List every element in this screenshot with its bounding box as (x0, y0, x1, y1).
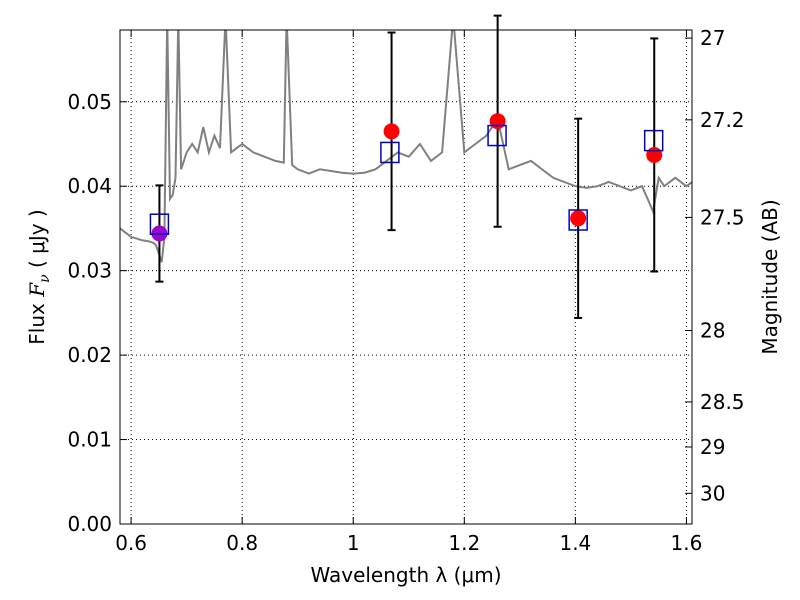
model-photometry-marker (487, 124, 507, 147)
y2-tick-label: 27 (700, 26, 725, 50)
model-sed-line (120, 30, 692, 263)
x-axis-label: Wavelength λ (μm) (310, 563, 501, 587)
x-tick-label: 1.4 (559, 531, 591, 555)
observed-points-group (151, 113, 663, 242)
x-tick-label: 0.8 (226, 531, 258, 555)
model-photometry-marker (643, 129, 664, 152)
model-photometry-marker (568, 209, 588, 231)
y-axis-label-prefix: Flux (25, 297, 49, 345)
y2-tick-label: 28 (700, 319, 725, 343)
ticks-group (120, 30, 692, 525)
y2-tick-label: 27.5 (700, 205, 745, 229)
y2-tick-label: 30 (700, 481, 725, 505)
y-tick-label: 0.02 (67, 343, 112, 367)
y2-tick-label: 27.2 (700, 108, 745, 132)
x-tick-label: 0.6 (115, 531, 147, 555)
x-tick-label: 1.6 (671, 531, 703, 555)
observed-point (570, 210, 587, 227)
x-tick-label: 1 (347, 531, 360, 555)
y-tick-label: 0.04 (67, 174, 112, 198)
y-tick-label: 0.05 (67, 90, 112, 114)
y-tick-label: 0.01 (67, 428, 112, 452)
observed-point (646, 146, 663, 163)
plot-frame (119, 29, 693, 525)
observed-point (383, 123, 400, 140)
y2-tick-label: 29 (700, 435, 725, 459)
model-photometry-group (149, 124, 664, 235)
y2-tick-label: 28.5 (700, 390, 745, 414)
tick-labels-group: 0.6 0.8 1 1.2 1.4 1.6 0.00 0.01 0.02 0.03 0.04 0.05… (67, 26, 744, 555)
y-tick-label: 0.00 (67, 512, 112, 536)
y2-axis-label: Magnitude (AB) (758, 199, 782, 354)
model-sed-group (120, 30, 692, 263)
x-tick-label: 1.2 (448, 531, 480, 555)
y-axis-label: Flux Fν ( μJy ) (25, 209, 53, 344)
y-axis-label-subscript: ν (37, 274, 53, 283)
y-axis-label-unit: ( μJy ) (25, 209, 49, 274)
model-photometry-marker (380, 141, 400, 164)
y-axis-label-symbol: F (25, 282, 49, 298)
observed-point (489, 113, 506, 130)
model-photometry-marker (149, 213, 170, 235)
y-tick-label: 0.03 (67, 259, 112, 283)
